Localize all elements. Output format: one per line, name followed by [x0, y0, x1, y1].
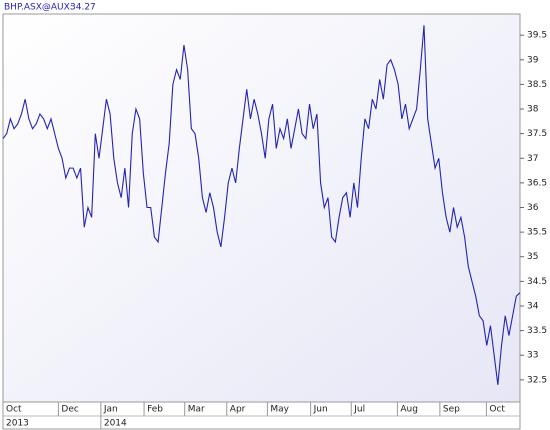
x-tick-label: Oct: [489, 405, 505, 415]
y-tick-label: 38.5: [527, 80, 547, 90]
last-price: 34.27: [70, 3, 96, 13]
y-tick-label: 36.5: [527, 178, 547, 188]
y-tick-label: 33: [527, 351, 538, 361]
y-tick-label: 39.5: [527, 31, 547, 41]
y-tick-label: 35.5: [527, 228, 547, 238]
plot-area: [2, 13, 521, 403]
chart-title: BHP.ASX@AUX:: [4, 3, 73, 13]
y-tick-label: 39: [527, 55, 539, 65]
x-tick-label: Feb: [147, 405, 163, 415]
price-line: [2, 25, 521, 385]
y-tick-label: 34.5: [527, 277, 547, 287]
x-tick-label: Jun: [313, 405, 328, 415]
year-tick-label: 2013: [6, 419, 29, 429]
x-tick-label: Oct: [6, 405, 22, 415]
y-tick-label: 37: [527, 154, 538, 164]
y-tick-label: 37.5: [527, 129, 547, 139]
x-tick-label: May: [270, 405, 289, 415]
x-tick-label: Dec: [61, 405, 78, 415]
y-tick-label: 33.5: [527, 326, 547, 336]
x-tick-label: Jan: [103, 405, 118, 415]
y-tick-label: 36: [527, 203, 539, 213]
y-tick-label: 35: [527, 252, 538, 262]
x-tick-label: Sep: [443, 405, 460, 415]
x-tick-label: Mar: [188, 405, 205, 415]
x-tick-label: Apr: [230, 405, 246, 415]
x-tick-label: Aug: [400, 405, 418, 415]
y-tick-label: 32.5: [527, 375, 547, 385]
year-tick-label: 2014: [104, 419, 127, 429]
y-tick-label: 38: [527, 105, 539, 115]
x-tick-label: Jul: [353, 405, 365, 415]
y-tick-label: 34: [527, 301, 539, 311]
